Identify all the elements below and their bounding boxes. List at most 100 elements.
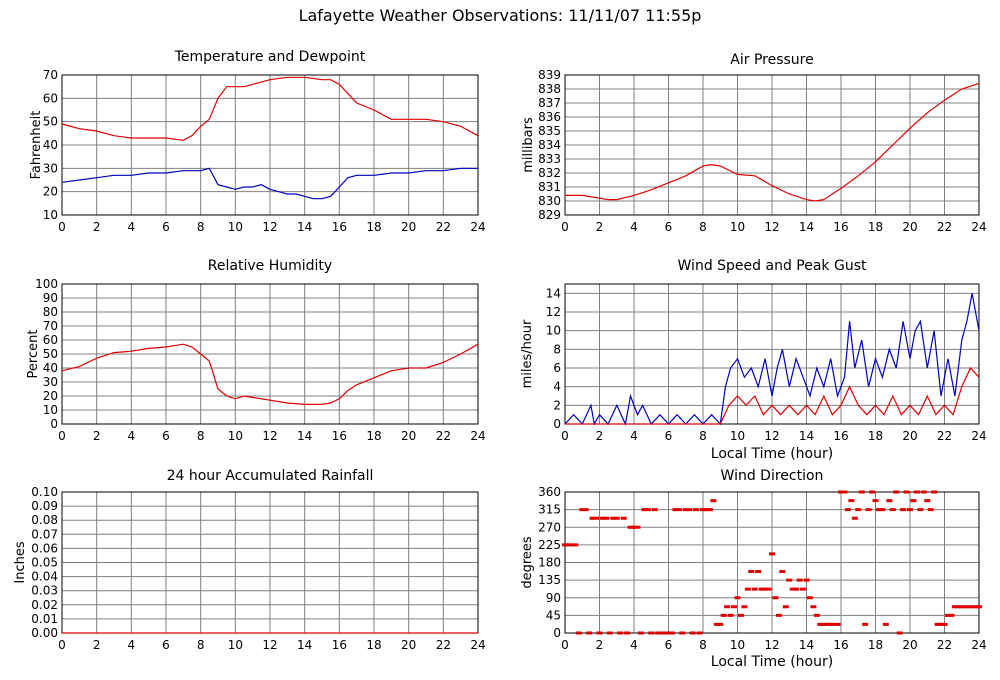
y-tick-label: 225: [538, 538, 561, 552]
series-line-1: [61, 167, 478, 200]
data-point: [751, 587, 758, 591]
y-tick-label: 835: [538, 124, 561, 138]
data-point: [689, 631, 696, 635]
x-tick-label: 2: [93, 638, 101, 652]
x-tick-label: 8: [197, 638, 205, 652]
x-tick-label: 22: [937, 220, 952, 234]
data-point: [882, 622, 889, 626]
x-tick-label: 22: [937, 638, 952, 652]
data-point: [793, 587, 800, 591]
x-tick-label: 24: [470, 220, 485, 234]
data-point: [931, 490, 938, 494]
data-point: [886, 499, 893, 503]
y-tick-label: 20: [43, 185, 58, 199]
data-point: [599, 516, 606, 520]
data-point: [796, 578, 803, 582]
data-point: [579, 508, 586, 512]
data-point: [686, 508, 693, 512]
y-tick-label: 0.01: [31, 612, 58, 626]
data-point: [851, 516, 858, 520]
grid: [61, 74, 479, 216]
y-tick-label: 135: [538, 573, 561, 587]
y-tick-label: 315: [538, 503, 561, 517]
data-point: [665, 631, 672, 635]
data-point: [848, 499, 855, 503]
x-tick-label: 16: [833, 638, 848, 652]
data-point: [582, 508, 589, 512]
data-point: [838, 490, 844, 494]
y-tick-label: 830: [538, 194, 561, 208]
x-tick-label: 24: [971, 429, 986, 443]
data-point: [637, 631, 644, 635]
data-point: [872, 499, 879, 503]
plot-frame: [564, 74, 980, 216]
y-tick-label: 0: [553, 626, 561, 640]
data-point: [613, 516, 620, 520]
x-tick-label: 24: [971, 638, 986, 652]
chart-title: Air Pressure: [730, 52, 813, 68]
data-point: [606, 631, 613, 635]
data-point: [620, 516, 627, 520]
x-tick-label: 4: [630, 220, 638, 234]
data-point: [913, 490, 920, 494]
data-point: [938, 622, 945, 626]
grid: [61, 283, 479, 425]
x-tick-label: 14: [799, 220, 814, 234]
data-point: [782, 605, 789, 609]
data-point: [924, 499, 931, 503]
data-point: [737, 613, 744, 617]
y-tick-label: 360: [538, 485, 561, 499]
x-tick-label: 20: [902, 638, 917, 652]
chart-title: Wind Speed and Peak Gust: [678, 258, 867, 274]
data-point: [786, 578, 793, 582]
y-tick-label: 40: [43, 361, 58, 375]
y-tick-label: 90: [43, 291, 58, 305]
y-tick-label: 30: [43, 375, 58, 389]
x-tick-label: 22: [436, 638, 451, 652]
data-point: [662, 631, 669, 635]
x-tick-label: 20: [401, 638, 416, 652]
x-tick-label: 12: [262, 220, 277, 234]
x-tick-label: 18: [366, 638, 381, 652]
y-tick-label: 270: [538, 520, 561, 534]
data-point: [896, 631, 903, 635]
x-tick-label: 24: [971, 220, 986, 234]
data-point: [596, 631, 603, 635]
data-point: [586, 631, 593, 635]
data-point: [644, 508, 651, 512]
data-point: [927, 508, 934, 512]
data-point: [965, 605, 972, 609]
data-point: [789, 587, 796, 591]
grid: [61, 491, 479, 634]
data-point: [655, 631, 662, 635]
data-point: [651, 508, 658, 512]
x-tick-label: 14: [297, 220, 312, 234]
data-point: [720, 613, 727, 617]
x-tick-label: 20: [401, 220, 416, 234]
data-point: [858, 490, 865, 494]
data-point: [772, 596, 779, 600]
y-tick-label: 0: [50, 417, 58, 431]
data-point: [976, 605, 982, 609]
y-tick-label: 100: [35, 277, 58, 291]
x-tick-label: 10: [730, 429, 745, 443]
data-point: [775, 613, 782, 617]
x-tick-label: 8: [197, 429, 205, 443]
x-tick-label: 22: [937, 429, 952, 443]
x-tick-label: 0: [561, 429, 569, 443]
data-point: [893, 490, 900, 494]
x-tick-label: 24: [470, 638, 485, 652]
data-point: [631, 525, 637, 529]
data-point: [800, 587, 807, 591]
y-tick-label: 0.06: [31, 541, 58, 555]
x-tick-label: 20: [902, 220, 917, 234]
y-tick-label: 838: [538, 82, 561, 96]
x-tick-label: 0: [58, 429, 66, 443]
y-tick-label: 0.02: [31, 598, 58, 612]
x-tick-label: 8: [699, 429, 707, 443]
x-tick-label: 22: [436, 220, 451, 234]
data-point: [648, 631, 655, 635]
